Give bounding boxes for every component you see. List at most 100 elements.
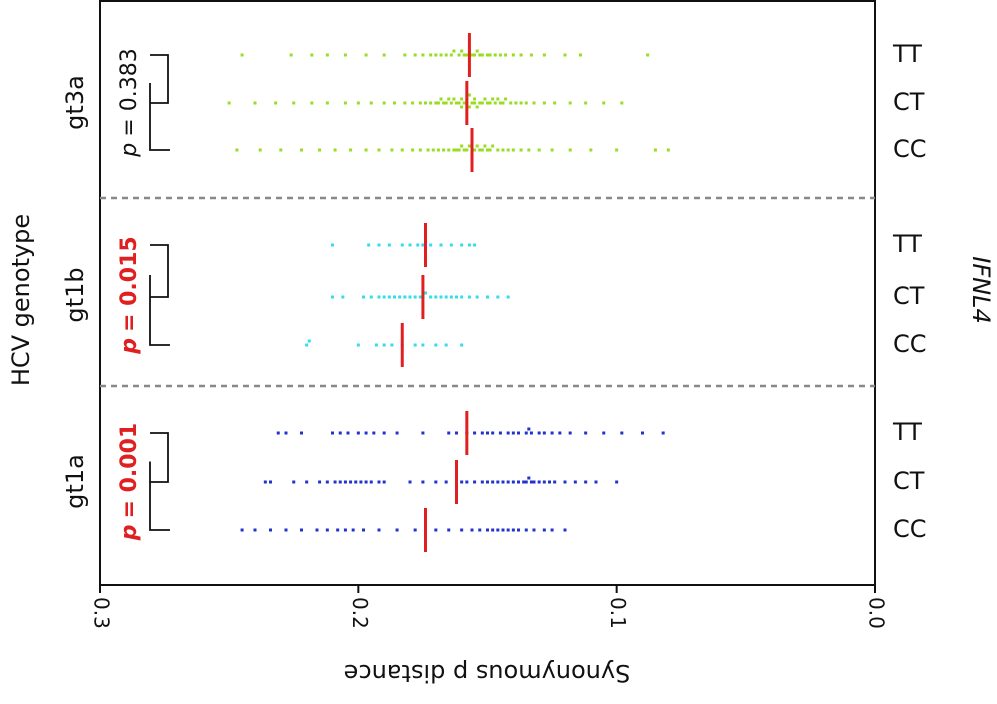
data-point xyxy=(455,295,458,299)
data-point xyxy=(400,243,404,247)
data-point xyxy=(573,480,577,484)
data-point xyxy=(473,431,477,435)
data-point xyxy=(413,343,417,347)
data-point xyxy=(548,480,551,484)
data-point xyxy=(537,431,541,435)
plot-frame xyxy=(99,0,876,586)
data-point xyxy=(292,101,296,105)
data-point xyxy=(511,431,515,435)
data-point xyxy=(470,528,474,532)
data-point xyxy=(343,101,347,105)
data-point xyxy=(550,528,554,532)
data-point xyxy=(506,295,510,299)
data-point xyxy=(470,53,474,57)
data-point xyxy=(553,480,557,484)
data-point xyxy=(377,528,381,532)
data-point xyxy=(517,528,520,532)
data-point xyxy=(362,528,365,532)
data-point xyxy=(563,53,567,57)
data-point xyxy=(439,295,443,299)
data-point xyxy=(284,528,288,532)
data-point xyxy=(447,148,451,152)
data-point xyxy=(343,53,347,57)
data-point xyxy=(465,53,469,57)
data-point xyxy=(300,431,303,435)
data-point xyxy=(429,295,433,299)
row-label: CT xyxy=(893,467,925,495)
data-point xyxy=(542,431,546,435)
data-point xyxy=(431,148,435,152)
data-point xyxy=(403,295,407,299)
data-point xyxy=(519,101,523,105)
data-point xyxy=(240,528,244,532)
data-point xyxy=(511,148,515,152)
data-point xyxy=(462,101,466,105)
data-point xyxy=(483,97,487,101)
data-point xyxy=(333,480,337,484)
data-point xyxy=(289,53,293,57)
data-point xyxy=(529,431,533,435)
data-point xyxy=(377,295,381,299)
data-point xyxy=(511,480,515,484)
data-point xyxy=(403,101,407,105)
bracket xyxy=(149,54,170,151)
data-point xyxy=(602,431,606,435)
data-point xyxy=(486,431,489,435)
data-point xyxy=(369,480,373,484)
data-point xyxy=(496,528,500,532)
data-point xyxy=(263,480,267,484)
data-point xyxy=(413,295,417,299)
data-point xyxy=(491,97,495,101)
data-point xyxy=(465,148,469,152)
data-point xyxy=(413,53,417,57)
data-point xyxy=(284,431,288,435)
data-point xyxy=(467,144,471,148)
data-point xyxy=(356,343,360,347)
data-point xyxy=(537,148,541,152)
data-point xyxy=(343,528,347,532)
data-point xyxy=(542,528,546,532)
data-point xyxy=(400,148,404,152)
data-point xyxy=(504,53,508,57)
data-point xyxy=(460,97,464,101)
data-point xyxy=(563,480,567,484)
data-point xyxy=(434,528,438,532)
data-point xyxy=(447,528,451,532)
data-point xyxy=(418,295,422,299)
data-point xyxy=(524,101,528,105)
data-point xyxy=(498,431,502,435)
data-point xyxy=(439,97,443,101)
data-point xyxy=(473,243,477,247)
data-point xyxy=(411,148,415,152)
data-point xyxy=(473,101,477,105)
data-point xyxy=(542,101,546,105)
data-point xyxy=(488,101,492,105)
data-point xyxy=(589,148,593,152)
p-text: = 0.001 xyxy=(117,423,142,519)
data-point xyxy=(452,49,456,53)
data-point xyxy=(496,97,500,101)
p-symbol: p xyxy=(117,143,142,158)
data-point xyxy=(584,101,588,105)
data-point xyxy=(338,431,342,435)
data-point xyxy=(439,53,443,57)
data-point xyxy=(253,528,257,532)
data-point xyxy=(279,148,283,152)
row-axis-title: IFNL4 xyxy=(967,256,995,323)
data-point xyxy=(641,431,644,435)
data-point xyxy=(364,53,368,57)
data-point xyxy=(434,53,438,57)
data-point xyxy=(504,97,508,101)
row-label: TT xyxy=(892,418,922,446)
data-point xyxy=(382,343,386,347)
data-point xyxy=(276,431,280,435)
data-point xyxy=(506,528,510,532)
data-point xyxy=(491,528,495,532)
data-point xyxy=(460,295,464,299)
data-point xyxy=(338,480,342,484)
data-point xyxy=(362,295,365,299)
data-point xyxy=(274,101,278,105)
data-point xyxy=(527,148,531,152)
data-point xyxy=(473,480,477,484)
